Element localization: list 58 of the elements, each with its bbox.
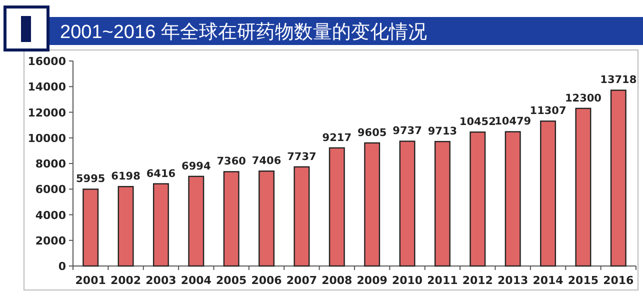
- data-label: 13718: [600, 74, 637, 86]
- data-label: 10479: [494, 116, 532, 128]
- y-tick-label: 16000: [28, 55, 66, 68]
- x-tick-label: 2002: [110, 274, 142, 287]
- bar: [364, 142, 380, 267]
- bar: [258, 170, 275, 267]
- y-tick-label: 8000: [35, 158, 66, 170]
- data-label: 10452: [459, 116, 496, 128]
- x-tick-label: 2015: [568, 274, 599, 287]
- bar: [399, 140, 416, 267]
- bar: [294, 166, 310, 267]
- data-label: 6198: [111, 170, 140, 183]
- data-label: 7737: [287, 150, 316, 163]
- y-tick-label: 4000: [35, 208, 66, 222]
- x-tick-label: 2001: [75, 274, 106, 287]
- y-tick-label: 0: [58, 260, 66, 273]
- data-label: 6994: [182, 160, 211, 172]
- bar: [152, 183, 169, 267]
- data-label: 7360: [216, 156, 246, 168]
- chart-title: 2001~2016 年全球在研药物数量的变化情况: [60, 21, 427, 43]
- data-label: 9217: [322, 132, 352, 144]
- x-tick-label: 2012: [462, 274, 493, 287]
- bar: [540, 120, 556, 267]
- y-tick-label: 14000: [28, 80, 66, 94]
- y-tick-label: 12000: [28, 106, 66, 120]
- bar: [610, 90, 626, 267]
- x-tick-label: 2008: [322, 274, 352, 287]
- x-tick-label: 2006: [251, 274, 282, 287]
- data-label: 7406: [252, 155, 282, 168]
- bar: [575, 108, 592, 267]
- x-tick-label: 2010: [392, 274, 423, 287]
- x-tick-label: 2011: [427, 274, 458, 287]
- data-label: 5995: [76, 173, 106, 186]
- bar: [223, 171, 240, 267]
- x-tick-label: 2016: [603, 274, 634, 287]
- x-tick-label: 2007: [286, 274, 318, 287]
- x-tick-label: 2003: [146, 274, 176, 287]
- bar: [470, 131, 486, 267]
- x-tick-label: 2005: [216, 274, 247, 287]
- data-label: 9713: [428, 126, 458, 138]
- bar: [504, 131, 521, 267]
- y-tick-label: 6000: [35, 183, 66, 196]
- x-tick-label: 2004: [180, 274, 212, 287]
- bar: [188, 176, 204, 267]
- x-tick-label: 2014: [532, 274, 564, 287]
- bar: [118, 186, 134, 267]
- bar: [82, 188, 99, 267]
- bar: [328, 147, 345, 267]
- data-label: 9737: [392, 125, 422, 138]
- data-label: 9605: [357, 126, 387, 139]
- data-label: 11307: [530, 105, 566, 118]
- y-tick-label: 10000: [28, 132, 66, 145]
- data-label: 12300: [564, 92, 602, 104]
- data-label: 6416: [146, 168, 176, 180]
- x-tick-label: 2013: [498, 274, 528, 287]
- x-tick-label: 2009: [356, 274, 388, 287]
- bar: [434, 140, 450, 267]
- y-tick-label: 2000: [35, 234, 66, 248]
